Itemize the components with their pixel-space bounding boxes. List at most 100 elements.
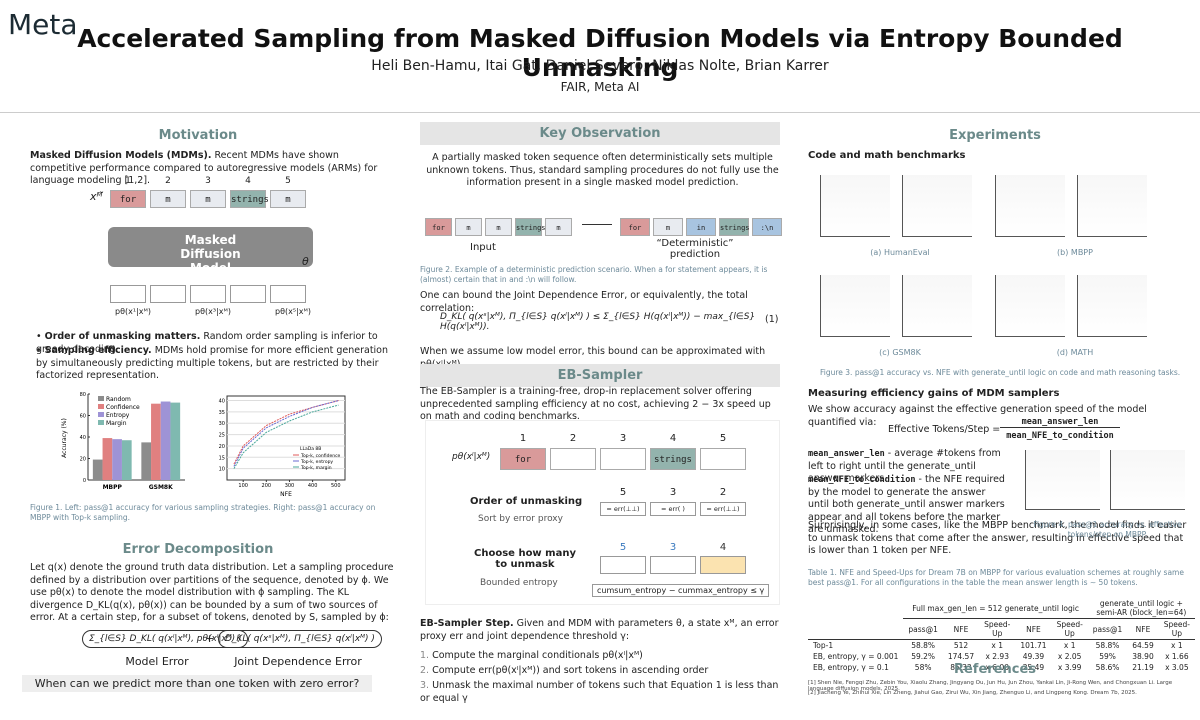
output-box [150,285,186,303]
output-box [270,285,306,303]
legend-label: Margin [106,420,127,427]
x-tick-label: GSM8K [149,484,173,491]
step-text: Compute the marginal conditionals pθ(xˡ|… [432,650,643,661]
table-header: Speed-Up [1163,620,1190,638]
x-tick-label: 100 [238,483,248,489]
step-text: Unmask the maximal number of tokens such… [420,680,779,704]
paragraph: A partially masked token sequence often … [426,152,779,189]
table-cell: 174.57 [947,652,975,661]
plot-panel [902,275,972,337]
equation-number: (1) [765,314,779,325]
rank: 5 [619,542,627,553]
table-cell: x 2.05 [1057,652,1082,661]
x-tick-label: 500 [331,483,341,489]
brace-label: Model Error [125,655,189,668]
y-tick-label: 0 [83,478,86,484]
err-box: = err(⊥⊥) [600,502,646,516]
plot-panel [1110,450,1185,510]
position: 1 [125,176,131,186]
figure-caption: Figure 3. pass@1 accuracy vs. NFE with g… [820,368,1181,377]
table-header: NFE [1026,624,1041,634]
position: 4 [245,176,251,186]
panel-label: (d) MATH [1056,348,1094,357]
table-cell: 58.8% [911,641,936,650]
paragraph: One can bound the Joint Dependence Error… [420,290,748,314]
table-cell: Top-1 [813,641,834,650]
section-heading: References [953,662,1037,677]
paragraph: Surprisingly, in some cases, like the MB… [808,520,1187,557]
lead: Masked Diffusion Models (MDMs). [30,150,212,161]
bar [160,401,171,480]
rank: 4 [719,542,727,553]
bullet-text: MDMs hold promise for more efficient gen… [36,345,389,382]
x-axis-label: NFE [280,491,292,498]
position: 4 [669,433,677,444]
model-box: Masked Diffusion Model [108,227,313,275]
arrow [582,224,612,225]
definition: mean_NFE_to_condition - the NFE required… [808,474,1008,537]
table-cell: x 2.93 [985,652,1009,661]
formula-lhs: Effective Tokens/Step = [888,424,1001,435]
token: strings [515,218,546,236]
plus: + [205,632,215,645]
table-row: EB, entropy, γ = 0.001 59.2% 174.57 x 2.93 4… [808,651,1195,662]
token: m [455,218,482,236]
token: for [500,448,546,470]
section-heading: Error Decomposition [122,542,274,557]
position: 2 [165,176,171,186]
legend-swatch [98,420,104,425]
plot-panel [1025,450,1100,510]
token: strings [230,190,269,208]
table-cell: x 3.99 [1057,663,1082,672]
bullet-title: Sampling efficiency. [44,345,152,356]
step-title: Choose how many to unmask [474,548,576,570]
legend-label: Entropy [106,412,130,419]
header-rule [0,112,1200,113]
table-row: Top-1 58.8% 512 x 1 101.71 x 1 58.8% 64.59 x 1 [808,639,1195,652]
figure-caption: Table 1. NFE and Speed-Ups for Dream 7B … [808,568,1184,587]
plot-panel [1077,275,1147,337]
authors: Heli Ben-Hamu, Itai Gat, Daniel Severo, … [371,58,829,74]
table-cell: 21.19 [1132,663,1154,672]
question: When can we predict more than one token … [22,675,372,692]
section-heading: Key Observation [420,122,780,145]
output-label: pθ(x³|xᴹ) [195,307,231,316]
table-cell: 49.39 [1022,652,1045,661]
text: Recent MDMs have shown competitive perfo… [30,150,378,187]
position: 3 [619,433,627,444]
token: in [686,218,716,236]
legend-swatch [98,412,104,417]
table-row: Full max_gen_len = 512 generate_until lo… [808,598,1195,619]
table-cell: 58.6% [1095,663,1120,672]
table-cell: x 1 [1063,641,1076,650]
panel-label: (a) HumanEval [870,248,930,257]
token: for [620,218,650,236]
step: 1. Compute the marginal conditionals pθ(… [420,650,785,663]
step: 3. Unmask the maximal number of tokens s… [420,680,785,705]
table-cell: 38.90 [1132,652,1154,661]
logo-text: Meta [8,8,78,41]
legend-label: Top-k, confidence [300,453,341,459]
token: strings [719,218,750,236]
table-group-header: Full max_gen_len = 512 generate_until lo… [903,598,1088,619]
table-cell: EB, entropy, γ = 0.1 [813,663,889,672]
subheading: Code and math benchmarks [808,150,966,161]
legend-label: Top-k, entropy [300,459,333,465]
position: 3 [205,176,211,186]
figure-frame [425,420,780,605]
table-header: pass@1 [1092,624,1123,634]
position: 2 [569,433,577,444]
legend-title: LLaDa 8B [300,446,321,452]
paragraph: We show accuracy against the effective g… [808,404,1147,428]
table-cell: 64.59 [1132,641,1154,650]
plot-panel [902,175,972,237]
title: Accelerated Sampling from Masked Diffusi… [77,24,1123,82]
plot-panel [995,275,1065,337]
table-cell: 58.8% [1095,641,1120,650]
step-text: Compute err(pθ(xˡ|xᴹ)) and sort tokens i… [432,665,709,676]
step-number: 1. [420,650,433,661]
output-box [110,285,146,303]
bound: cumsum_entropy − cummax_entropy ≤ γ [592,584,770,597]
table-header: pass@1 [908,624,938,634]
